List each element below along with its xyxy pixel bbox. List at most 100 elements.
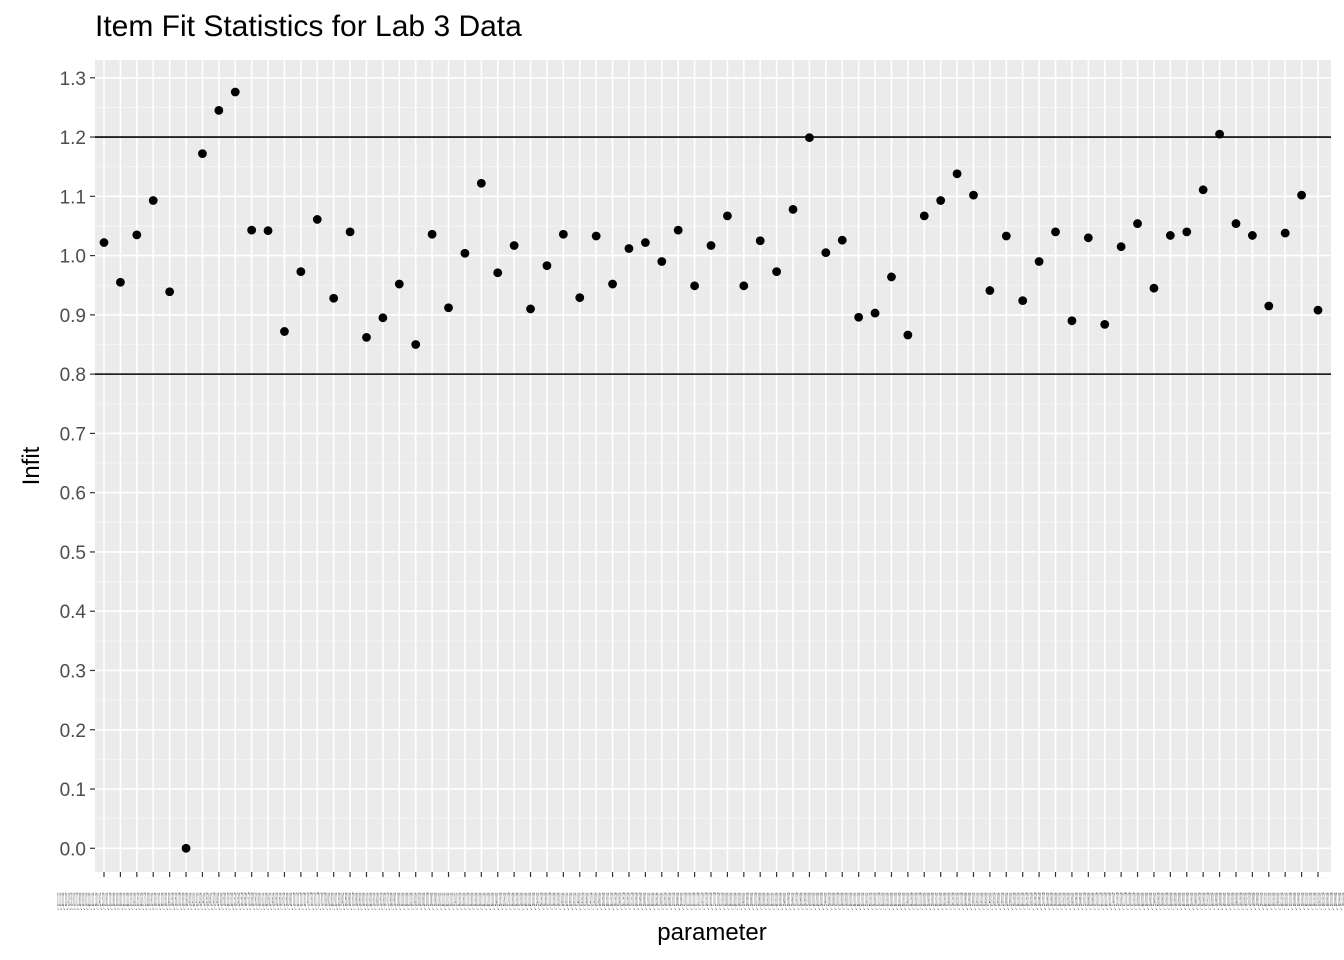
data-point bbox=[985, 286, 995, 295]
data-point bbox=[788, 204, 798, 214]
y-tick-label: 0.3 bbox=[60, 661, 86, 682]
major-gridlines bbox=[95, 60, 1331, 872]
y-tick-label: 1.0 bbox=[60, 247, 86, 268]
data-point bbox=[230, 87, 240, 97]
data-point bbox=[837, 235, 847, 245]
data-point bbox=[1116, 242, 1126, 252]
x-axis: Q1_1Q1_2Q1_3Q1_4Q1_5Q1_6Q1_7Q1_8Q1_9Q1_1… bbox=[57, 872, 1344, 911]
y-tick-label: 0.8 bbox=[60, 365, 86, 386]
y-tick-label: 0.2 bbox=[60, 721, 86, 742]
data-point bbox=[509, 241, 519, 250]
data-point bbox=[969, 190, 978, 200]
data-point bbox=[1297, 190, 1306, 200]
data-point bbox=[378, 313, 388, 323]
data-points bbox=[99, 87, 1323, 853]
data-point bbox=[1247, 231, 1257, 240]
data-point bbox=[591, 231, 601, 241]
y-tick-label: 0.1 bbox=[60, 780, 86, 801]
data-point bbox=[345, 227, 355, 237]
data-point bbox=[148, 196, 158, 205]
data-point bbox=[1133, 219, 1142, 228]
data-point bbox=[624, 244, 634, 253]
data-point bbox=[723, 211, 732, 221]
data-point bbox=[821, 248, 831, 258]
data-point bbox=[558, 229, 568, 239]
data-point bbox=[657, 257, 667, 266]
data-point bbox=[444, 303, 453, 313]
data-point bbox=[329, 293, 339, 303]
data-point bbox=[263, 226, 273, 236]
data-point bbox=[608, 279, 617, 289]
data-point bbox=[690, 281, 699, 291]
data-point bbox=[296, 267, 306, 276]
data-point bbox=[542, 261, 552, 271]
data-point bbox=[1264, 301, 1274, 311]
y-tick-label: 0.4 bbox=[60, 602, 87, 623]
data-point bbox=[1034, 257, 1044, 266]
data-point bbox=[116, 277, 125, 287]
data-point bbox=[887, 272, 896, 282]
data-point bbox=[99, 238, 109, 247]
data-point bbox=[772, 267, 782, 276]
data-point bbox=[493, 268, 503, 278]
data-point bbox=[952, 169, 962, 179]
data-point bbox=[132, 230, 142, 240]
data-point bbox=[181, 843, 191, 853]
data-point bbox=[903, 330, 913, 340]
data-point bbox=[362, 332, 371, 342]
plot-panel bbox=[95, 60, 1331, 872]
data-point bbox=[739, 281, 749, 291]
data-point bbox=[1313, 305, 1323, 315]
data-point bbox=[1100, 319, 1110, 329]
data-point bbox=[460, 248, 470, 258]
data-point bbox=[1182, 227, 1192, 237]
data-point bbox=[526, 304, 535, 314]
data-point bbox=[198, 149, 207, 159]
data-point bbox=[476, 178, 486, 188]
y-tick-label: 1.1 bbox=[60, 187, 86, 208]
data-point bbox=[280, 327, 289, 336]
data-point bbox=[575, 293, 585, 303]
data-point bbox=[854, 312, 864, 322]
data-point bbox=[1051, 227, 1060, 237]
x-tick-labels: Q1_1Q1_2Q1_3Q1_4Q1_5Q1_6Q1_7Q1_8Q1_9Q1_1… bbox=[57, 890, 1344, 911]
data-point bbox=[1280, 228, 1290, 238]
data-point bbox=[1165, 231, 1175, 240]
data-point bbox=[805, 133, 814, 143]
y-tick-label: 0.7 bbox=[60, 424, 86, 445]
y-axis: 0.0 0.1 0.2 0.3 0.4 0.5 0.6 0.7 0.8 0.9 1.0 1.1 1.2 1… bbox=[60, 69, 95, 860]
y-tick-label: 0.6 bbox=[60, 484, 86, 505]
chart-title: Item Fit Statistics for Lab 3 Data bbox=[95, 10, 522, 43]
data-point bbox=[1231, 219, 1241, 228]
data-point bbox=[1067, 316, 1077, 326]
data-point bbox=[755, 236, 765, 246]
data-point bbox=[870, 308, 880, 318]
y-axis-title: Infit bbox=[18, 446, 45, 485]
data-point bbox=[394, 279, 404, 289]
data-point bbox=[706, 241, 716, 250]
y-tick-label: 0.5 bbox=[60, 543, 86, 564]
x-axis-title: parameter bbox=[657, 919, 766, 946]
data-point bbox=[1149, 283, 1159, 293]
data-point bbox=[247, 225, 257, 235]
data-point bbox=[936, 196, 946, 205]
data-point bbox=[165, 287, 175, 297]
data-point bbox=[1215, 129, 1224, 139]
y-tick-label: 1.2 bbox=[60, 128, 86, 149]
data-point bbox=[1018, 296, 1028, 306]
data-point bbox=[640, 238, 650, 247]
data-point bbox=[411, 340, 421, 349]
data-point bbox=[1198, 185, 1208, 195]
data-point bbox=[312, 215, 322, 224]
y-tick-label: 1.3 bbox=[60, 69, 86, 90]
data-point bbox=[673, 225, 683, 235]
y-tick-label: 0.0 bbox=[60, 839, 86, 860]
data-point bbox=[427, 229, 437, 239]
data-point bbox=[1001, 231, 1011, 241]
reference-lines bbox=[95, 136, 1331, 375]
data-point bbox=[214, 105, 224, 115]
y-tick-label: 0.9 bbox=[60, 306, 86, 327]
data-point bbox=[1083, 233, 1093, 243]
data-point bbox=[919, 211, 929, 221]
